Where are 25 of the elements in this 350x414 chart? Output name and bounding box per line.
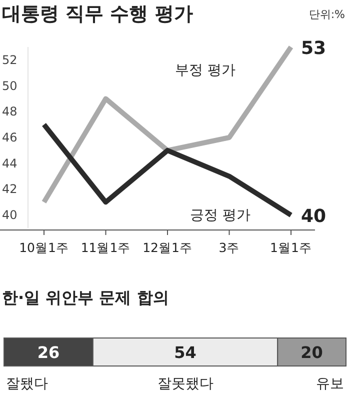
y-tick-label: 52 xyxy=(2,52,18,67)
x-tick-label: 11월1주 xyxy=(80,240,131,255)
series-label: 긍정 평가 xyxy=(190,208,250,224)
text: 단위:% xyxy=(308,8,345,21)
data-label: 40 xyxy=(301,206,326,228)
data-label: 26 xyxy=(37,343,60,362)
data-label: 54 xyxy=(174,343,196,362)
text: 부정 평가 xyxy=(174,62,236,78)
y-tick-label: 44 xyxy=(2,156,18,170)
data-label: 53 xyxy=(301,38,326,59)
series-label: 유보 xyxy=(316,376,344,392)
y-tick-label: 40 xyxy=(2,208,18,222)
series-label: 잘됐다 xyxy=(6,376,48,392)
chart-title: 대통령 직무 수행 평가 xyxy=(2,3,193,25)
chart-title: 한·일 위안부 문제 합의 xyxy=(2,288,169,307)
x-tick-label: 10월1주 xyxy=(19,240,69,255)
y-tick-label: 48 xyxy=(2,104,18,119)
x-tick-label: 12월1주 xyxy=(142,240,192,255)
y-tick-label: 50 xyxy=(2,78,18,93)
y-tick-label: 46 xyxy=(2,130,18,144)
y-tick-label: 42 xyxy=(2,182,18,196)
x-tick-label: 3주 xyxy=(218,240,240,255)
x-tick-label: 1월1주 xyxy=(270,240,312,255)
series-label: 잘못됐다 xyxy=(157,376,214,392)
data-label: 20 xyxy=(300,343,323,362)
